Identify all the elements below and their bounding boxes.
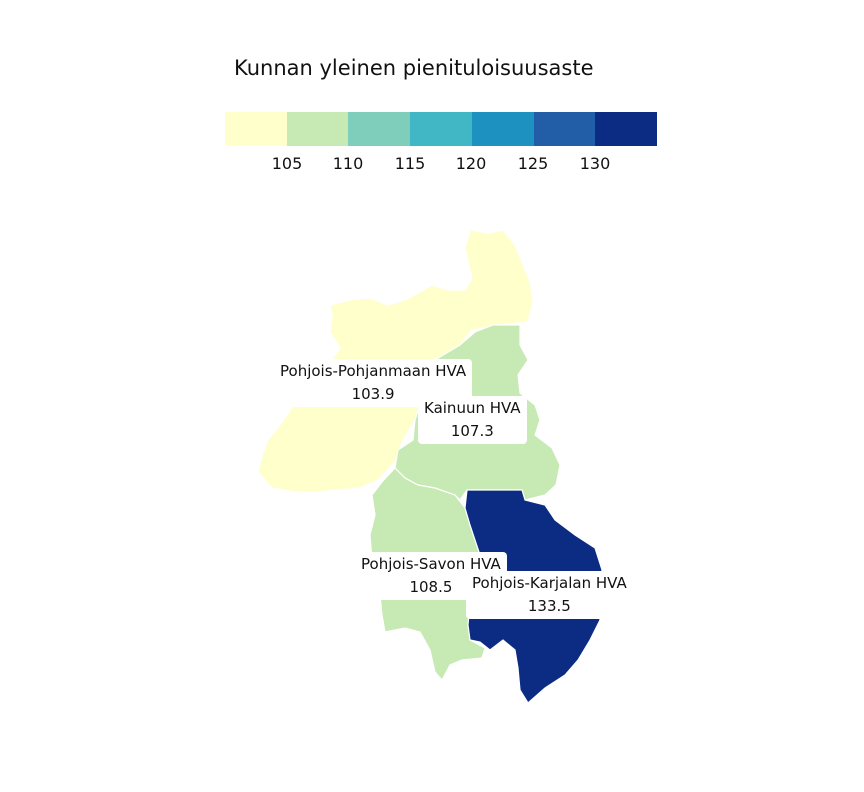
region-name: Kainuun HVA	[424, 399, 521, 417]
region-value: 103.9	[351, 385, 395, 403]
region-label-kainuu: Kainuun HVA 107.3	[418, 396, 527, 444]
color-bin-5	[471, 112, 534, 146]
color-bin-3	[348, 112, 411, 146]
color-bin-7	[595, 112, 658, 146]
color-bin-1	[225, 112, 287, 146]
region-label-pohjois-karjala: Pohjois-Karjalan HVA 133.5	[466, 571, 633, 619]
color-bin-2	[286, 112, 349, 146]
region-value: 108.5	[409, 578, 453, 596]
scale-tick-label: 115	[394, 154, 426, 173]
color-bin-6	[533, 112, 596, 146]
region-value: 107.3	[450, 422, 494, 440]
region-name: Pohjois-Pohjanmaan HVA	[280, 362, 467, 380]
region-name: Pohjois-Karjalan HVA	[472, 574, 627, 592]
color-scale-bar	[225, 112, 658, 146]
region-name: Pohjois-Savon HVA	[361, 555, 501, 573]
region-value: 133.5	[527, 597, 571, 615]
color-bin-4	[410, 112, 472, 146]
scale-tick-label: 125	[517, 154, 549, 173]
scale-tick-label: 105	[271, 154, 303, 173]
scale-tick-label: 110	[332, 154, 364, 173]
legend-title: Kunnan yleinen pienituloisuusaste	[234, 56, 594, 80]
scale-tick-label: 130	[579, 154, 611, 173]
scale-tick-label: 120	[455, 154, 487, 173]
